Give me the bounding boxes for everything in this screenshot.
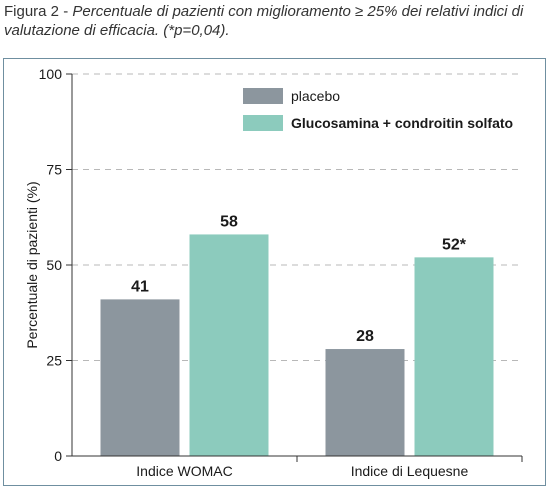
bar xyxy=(100,299,180,456)
y-axis-label: Percentuale di pazienti (%) xyxy=(24,181,40,348)
bar xyxy=(414,257,494,456)
bar xyxy=(325,349,405,456)
y-tick-label: 100 xyxy=(39,66,63,82)
axes: 0 25 50 75 100 Percentuale di pazienti (%) Ind… xyxy=(24,66,523,479)
caption-separator: - xyxy=(63,3,69,20)
legend-swatch xyxy=(243,88,283,104)
legend-label: placebo xyxy=(291,88,340,104)
bars: 41 58 28 52* xyxy=(100,213,494,456)
bar xyxy=(189,234,269,456)
y-tick-label: 25 xyxy=(46,353,62,369)
bar-value-label: 52* xyxy=(442,236,467,253)
legend-swatch xyxy=(243,115,283,131)
figure-caption: Figura 2 - Percentuale di pazienti con m… xyxy=(4,2,544,40)
caption-label: Figura 2 xyxy=(4,3,60,20)
y-tick-label: 50 xyxy=(46,257,62,273)
y-tick-label: 75 xyxy=(46,162,62,178)
x-tick-label: Indice di Lequesne xyxy=(351,463,469,479)
caption-text: Percentuale di pazienti con migliorament… xyxy=(4,3,524,39)
bar-value-label: 41 xyxy=(131,278,149,295)
y-tick-label: 0 xyxy=(54,448,62,464)
legend-label: Glucosamina + condroitin solfato xyxy=(291,115,513,131)
bar-value-label: 28 xyxy=(356,328,374,345)
legend: placebo Glucosamina + condroitin solfato xyxy=(243,88,513,131)
bar-value-label: 58 xyxy=(220,213,238,230)
x-tick-label: Indice WOMAC xyxy=(136,463,232,479)
